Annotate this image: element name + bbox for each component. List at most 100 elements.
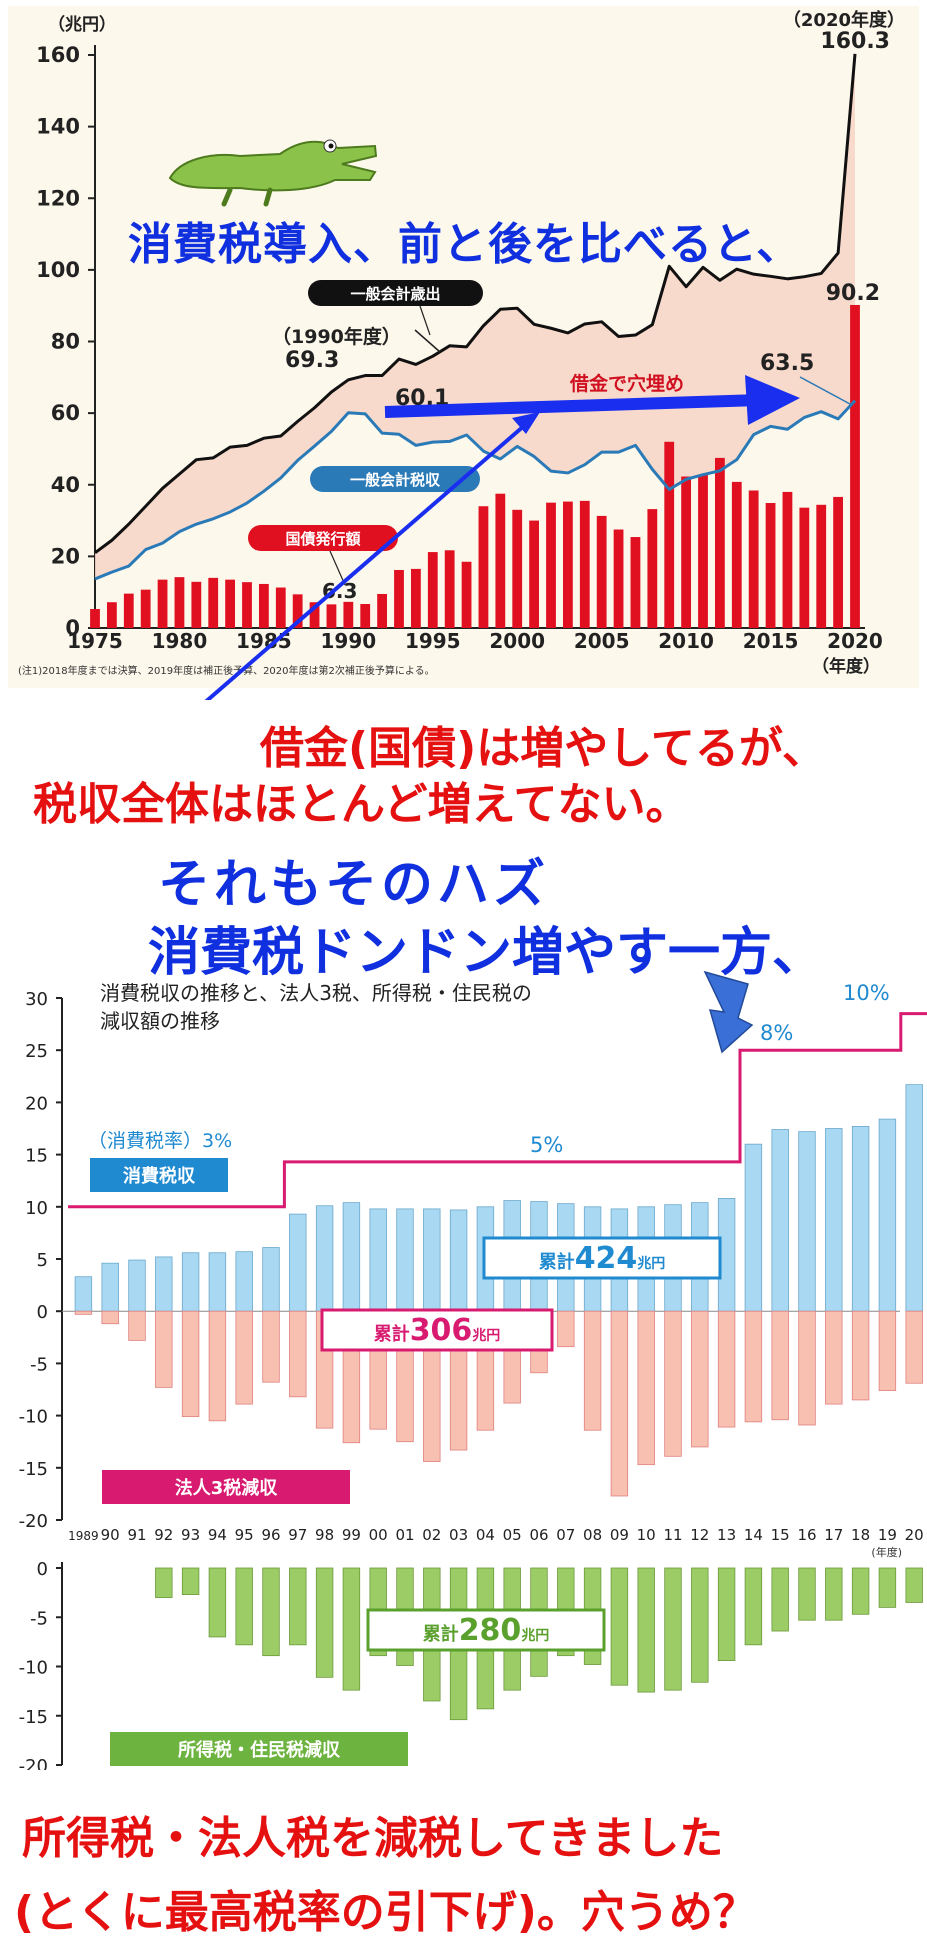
consumption-tax-bar <box>825 1128 843 1312</box>
consumption-tax-bar <box>369 1208 387 1312</box>
mid-x-tick-label: 11 <box>663 1526 682 1544</box>
income-tax-cut-bar <box>342 1567 361 1691</box>
consumption-tax-bar <box>396 1208 414 1312</box>
bottom-y-tick-label: -10 <box>19 1658 48 1679</box>
income-tax-cut-bar <box>235 1567 253 1646</box>
mid-x-tick-label: 98 <box>315 1526 334 1544</box>
rate-label-5: 5% <box>530 1133 563 1157</box>
consumption-tax-bar <box>289 1213 307 1312</box>
diagonal-arrow-head <box>512 412 540 434</box>
corporate-tax-cut-bar <box>155 1310 173 1388</box>
bond-issuance-bar <box>613 529 624 628</box>
bond-issuance-bar <box>799 507 810 628</box>
bond-issuance-bar <box>275 587 286 628</box>
consumption-tax-bar <box>262 1247 280 1312</box>
y-tick-label: 160 <box>36 43 80 67</box>
bond-issuance-bar <box>478 506 489 628</box>
bond-issuance-bar <box>546 502 556 628</box>
caption-no-wonder: それもそのハズ <box>158 855 549 915</box>
mid-x-tick-label: 95 <box>235 1526 254 1544</box>
mid-x-tick-label: 97 <box>288 1526 307 1544</box>
x-tick-label: 2020 <box>827 629 883 653</box>
caption-debt-increased: 借金(国債)は増やしてるが、 <box>260 723 827 774</box>
corporate-tax-cut-bar <box>289 1310 307 1398</box>
corporate-tax-cut-bar <box>851 1310 870 1401</box>
y-tick-label: 80 <box>51 330 80 354</box>
consumption-tax-bar <box>181 1252 200 1312</box>
consumption-tax-bar <box>74 1276 93 1312</box>
bond-issuance-bar <box>427 552 438 628</box>
caption-tax-not-increased: 税収全体はほとんど増えてない。 <box>33 779 690 830</box>
mid-y-tick-label: 25 <box>25 1041 48 1062</box>
corporate-tax-cut-bar <box>181 1310 200 1418</box>
income-tax-cut-bar <box>664 1567 682 1691</box>
y-tick-label: 60 <box>51 401 80 425</box>
x-tick-label: 2015 <box>743 629 799 653</box>
legend-corporate: 法人3税減収 <box>175 1477 279 1499</box>
mid-x-tick-label: 92 <box>154 1526 173 1544</box>
y-tick-label: 40 <box>51 473 80 497</box>
bond-issuance-bar <box>630 537 641 628</box>
mid-x-tick-label: 06 <box>529 1526 548 1544</box>
mid-x-tick-label: 08 <box>583 1526 602 1544</box>
bottom-y-tick-label: -5 <box>30 1608 48 1629</box>
consumption-tax-bar <box>905 1084 923 1312</box>
y-tick-label: 0 <box>65 616 80 640</box>
consumption-tax-bar <box>878 1118 897 1312</box>
corporate-tax-cut-bar <box>691 1310 709 1448</box>
income-tax-cut-bar <box>771 1567 789 1632</box>
bond-issuance-bar <box>782 491 793 628</box>
bond-issuance-bar <box>208 577 219 628</box>
mid-x-tick-label: 19 <box>878 1526 897 1544</box>
bond-issuance-bar <box>512 509 523 628</box>
consumption-tax-bar <box>798 1131 816 1312</box>
caption-tax-cuts: 所得税・法人税を減税してきました <box>22 1813 724 1864</box>
consumption-tax-bar <box>342 1202 361 1312</box>
y-unit-label: （兆円） <box>48 14 116 35</box>
bond-issuance-bar <box>394 569 404 628</box>
consumption-tax-bar <box>235 1251 253 1312</box>
bond-issuance-bar <box>714 457 725 628</box>
x-tick-label: 1990 <box>320 629 376 653</box>
mid-x-tick-label: 93 <box>181 1526 200 1544</box>
bond-issuance-bar <box>681 476 692 628</box>
mid-x-tick-label: 05 <box>503 1526 522 1544</box>
income-tax-cut-bar <box>744 1567 763 1646</box>
mid-y-tick-label: -10 <box>19 1407 48 1428</box>
mid-y-tick-label: -20 <box>19 1511 48 1532</box>
corporate-tax-cut-bar <box>74 1310 93 1315</box>
annotation-debt-fill: 借金で穴埋め <box>569 372 684 395</box>
bottom-y-tick-label: -20 <box>19 1756 48 1770</box>
mid-x-tick-label: 1989 <box>68 1529 99 1543</box>
bond-issuance-bar <box>174 577 185 628</box>
corporate-tax-cut-bar <box>128 1310 146 1341</box>
bond-issuance-bar <box>140 589 151 628</box>
legend-income-bg <box>110 1732 408 1766</box>
crocodile-icon <box>168 139 378 207</box>
annotation-2020: （2020年度） <box>783 9 905 31</box>
income-tax-cut-bar <box>262 1567 280 1657</box>
bond-issuance-bar <box>242 582 252 628</box>
corporate-tax-cut-bar <box>610 1310 629 1497</box>
corporate-tax-cut-bar <box>825 1310 843 1405</box>
bond-issuance-bar <box>444 550 455 628</box>
spending-line <box>94 53 857 554</box>
total-consumption: 累計424兆円 <box>539 1241 666 1276</box>
bond-issuance-bar <box>191 581 202 628</box>
x-tick-label: 1995 <box>405 629 461 653</box>
corporate-tax-cut-bar <box>262 1310 280 1383</box>
bond-issuance-bar <box>765 503 776 628</box>
mid-y-tick-label: 30 <box>25 989 48 1010</box>
mid-x-tick-label: 94 <box>208 1526 227 1544</box>
y-tick-label: 20 <box>51 544 80 568</box>
mid-y-tick-label: 5 <box>37 1250 48 1271</box>
mid-x-tick-label: 09 <box>610 1526 629 1544</box>
corporate-tax-cut-bar <box>637 1310 655 1466</box>
mid-x-tick-label: 04 <box>476 1526 495 1544</box>
mid-x-tick-label: 90 <box>101 1526 120 1544</box>
annotation-1990: （1990年度） <box>272 325 401 348</box>
mid-y-tick-label: -5 <box>30 1354 48 1375</box>
y-tick-label: 140 <box>36 115 80 139</box>
income-tax-cut-bar <box>878 1567 897 1608</box>
mid-x-tick-label: 02 <box>422 1526 441 1544</box>
